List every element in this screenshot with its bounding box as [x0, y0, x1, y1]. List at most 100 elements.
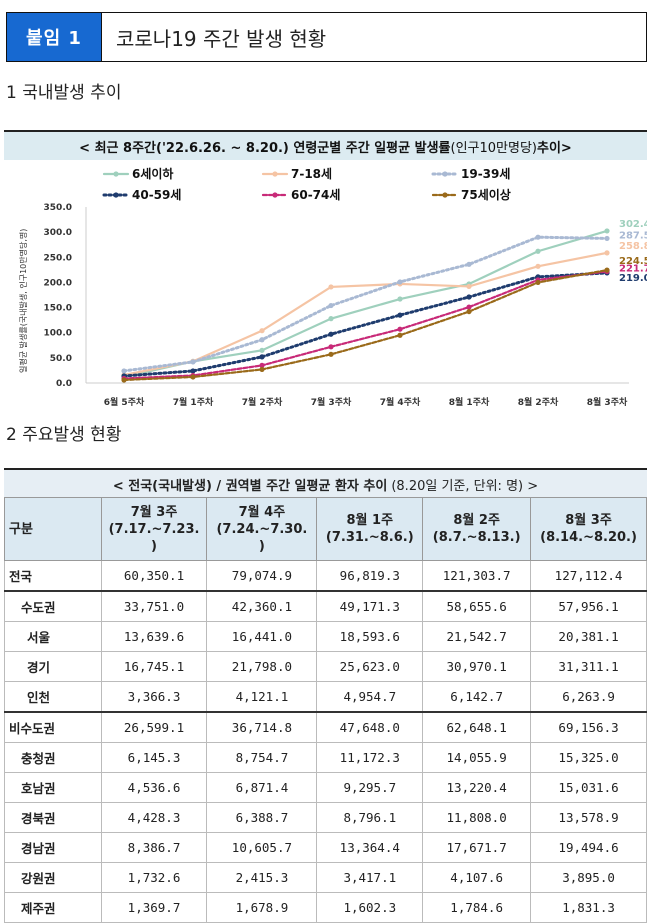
- x-tick-label: 8월 3주차: [587, 396, 628, 408]
- chart-title-sub: (인구10만명당): [450, 140, 538, 156]
- region-name: 인천: [4, 681, 102, 713]
- x-tick-label: 8월 1주차: [449, 396, 490, 408]
- case-value: 8,754.7: [206, 742, 318, 773]
- series-line: [122, 269, 609, 382]
- legend-label: 40-59세: [132, 187, 181, 202]
- case-value: 18,593.6: [316, 621, 424, 652]
- legend-label: 75세이상: [461, 187, 511, 202]
- week-header-line: (8.7.~8.13.): [432, 530, 521, 545]
- data-point: [397, 312, 403, 318]
- case-value: 2,415.3: [206, 862, 318, 893]
- region-name: 경기: [4, 651, 102, 682]
- table-title-main: < 전국(국내발생) / 권역별 주간 일평균 환자 추이: [112, 478, 388, 494]
- table-header-row: 구분 7월 3주 (7.17.~7.23.) 7월 4주 (7.24.~7.30.) 8월…: [4, 497, 647, 561]
- y-tick-label: 0.0: [56, 379, 72, 389]
- case-value: 1,732.6: [100, 862, 208, 893]
- table-row: 비수도권 26,599.1 36,714.8 47,648.0 62,648.1 69,1…: [4, 711, 647, 743]
- case-value: 6,388.7: [206, 802, 318, 833]
- legend-label: 60-74세: [291, 187, 340, 202]
- week-header-line: ): [151, 538, 157, 554]
- case-value: 16,441.0: [206, 621, 318, 652]
- data-point: [328, 331, 334, 337]
- data-point: [535, 279, 541, 286]
- week-header-line: (7.31.~8.6.): [325, 530, 414, 545]
- case-value: 4,107.6: [422, 862, 532, 893]
- data-point: [466, 261, 472, 267]
- section-1-heading: 1 국내발생 추이: [6, 83, 122, 103]
- data-point: [259, 347, 265, 353]
- legend-label: 19-39세: [461, 166, 510, 181]
- table-row: 경남권 8,386.7 10,605.7 13,364.4 17,671.7 19,494…: [4, 832, 647, 863]
- legend-label: 6세이하: [132, 166, 173, 181]
- region-name: 경북권: [4, 802, 102, 833]
- y-tick-label: 100.0: [44, 329, 72, 339]
- week-header: 7월 4주 (7.24.~7.30.): [206, 497, 318, 561]
- data-point: [604, 228, 610, 234]
- case-value: 33,751.0: [100, 590, 208, 622]
- case-value: 11,808.0: [422, 802, 532, 833]
- section-2-heading: 2 주요발생 현황: [6, 425, 122, 445]
- case-value: 11,172.3: [316, 742, 424, 773]
- table-row: 충청권 6,145.3 8,754.7 11,172.3 14,055.9 15,325.…: [4, 742, 647, 773]
- case-value: 13,578.9: [530, 802, 647, 833]
- x-tick-label: 7월 4주차: [380, 396, 421, 408]
- data-point: [397, 326, 403, 332]
- case-value: 15,325.0: [530, 742, 647, 773]
- week-header-line: (7.17.~7.23.: [108, 521, 200, 537]
- week-header-line: 7월 3주: [130, 504, 178, 520]
- case-value: 21,542.7: [422, 621, 532, 652]
- legend-marker: [272, 171, 278, 177]
- data-label: 287.5: [619, 230, 647, 241]
- case-value: 14,055.9: [422, 742, 532, 773]
- case-value: 6,263.9: [530, 681, 647, 713]
- week-header-line: 7월 4주: [238, 504, 286, 520]
- y-tick-label: 250.0: [44, 253, 72, 263]
- case-value: 4,954.7: [316, 681, 424, 713]
- legend-marker: [113, 171, 119, 177]
- data-label: 258.8: [619, 241, 647, 252]
- case-value: 6,871.4: [206, 772, 318, 803]
- week-header-line: 8월 2주: [453, 513, 500, 528]
- week-header-line: 8월 1주: [346, 513, 394, 528]
- y-tick-label: 50.0: [50, 354, 72, 364]
- annex-label: 붙임 1: [7, 13, 102, 61]
- legend-marker: [272, 192, 278, 198]
- region-name: 강원권: [4, 862, 102, 893]
- case-value: 19,494.6: [530, 832, 647, 863]
- case-value: 121,303.7: [422, 560, 532, 592]
- case-value: 21,798.0: [206, 651, 318, 682]
- case-value: 4,121.1: [206, 681, 318, 713]
- table-row: 서울 13,639.6 16,441.0 18,593.6 21,542.7 20,381…: [4, 621, 647, 652]
- week-header: 8월 2주 (8.7.~8.13.): [422, 497, 532, 561]
- table-row: 강원권 1,732.6 2,415.3 3,417.1 4,107.6 3,895.0: [4, 862, 647, 893]
- case-value: 96,819.3: [316, 560, 424, 592]
- week-header-line: (8.14.~8.20.): [540, 530, 637, 545]
- corner-header: 구분: [4, 497, 102, 561]
- case-value: 42,360.1: [206, 590, 318, 622]
- case-value: 6,145.3: [100, 742, 208, 773]
- region-name: 호남권: [4, 772, 102, 803]
- data-point: [466, 304, 472, 310]
- data-point: [535, 263, 541, 269]
- case-value: 4,428.3: [100, 802, 208, 833]
- region-name: 서울: [4, 621, 102, 652]
- data-point: [466, 283, 472, 290]
- legend-marker: [442, 171, 448, 177]
- case-value: 1,602.3: [316, 892, 424, 923]
- table-row: 경북권 4,428.3 6,388.7 8,796.1 11,808.0 13,578.9: [4, 802, 647, 833]
- case-value: 3,366.3: [100, 681, 208, 713]
- data-point: [466, 294, 472, 300]
- data-point: [604, 267, 610, 273]
- data-point: [397, 332, 403, 338]
- case-value: 1,784.6: [422, 892, 532, 923]
- data-point: [328, 316, 334, 322]
- case-value: 3,895.0: [530, 862, 647, 893]
- data-point: [190, 359, 196, 365]
- y-tick-label: 300.0: [44, 228, 72, 238]
- series-line: [122, 235, 609, 373]
- data-label: 224.5: [619, 256, 647, 267]
- case-value: 20,381.1: [530, 621, 647, 652]
- x-tick-label: 7월 2주차: [242, 396, 283, 408]
- case-value: 13,220.4: [422, 772, 532, 803]
- chart-title-end: 추이>: [537, 140, 572, 156]
